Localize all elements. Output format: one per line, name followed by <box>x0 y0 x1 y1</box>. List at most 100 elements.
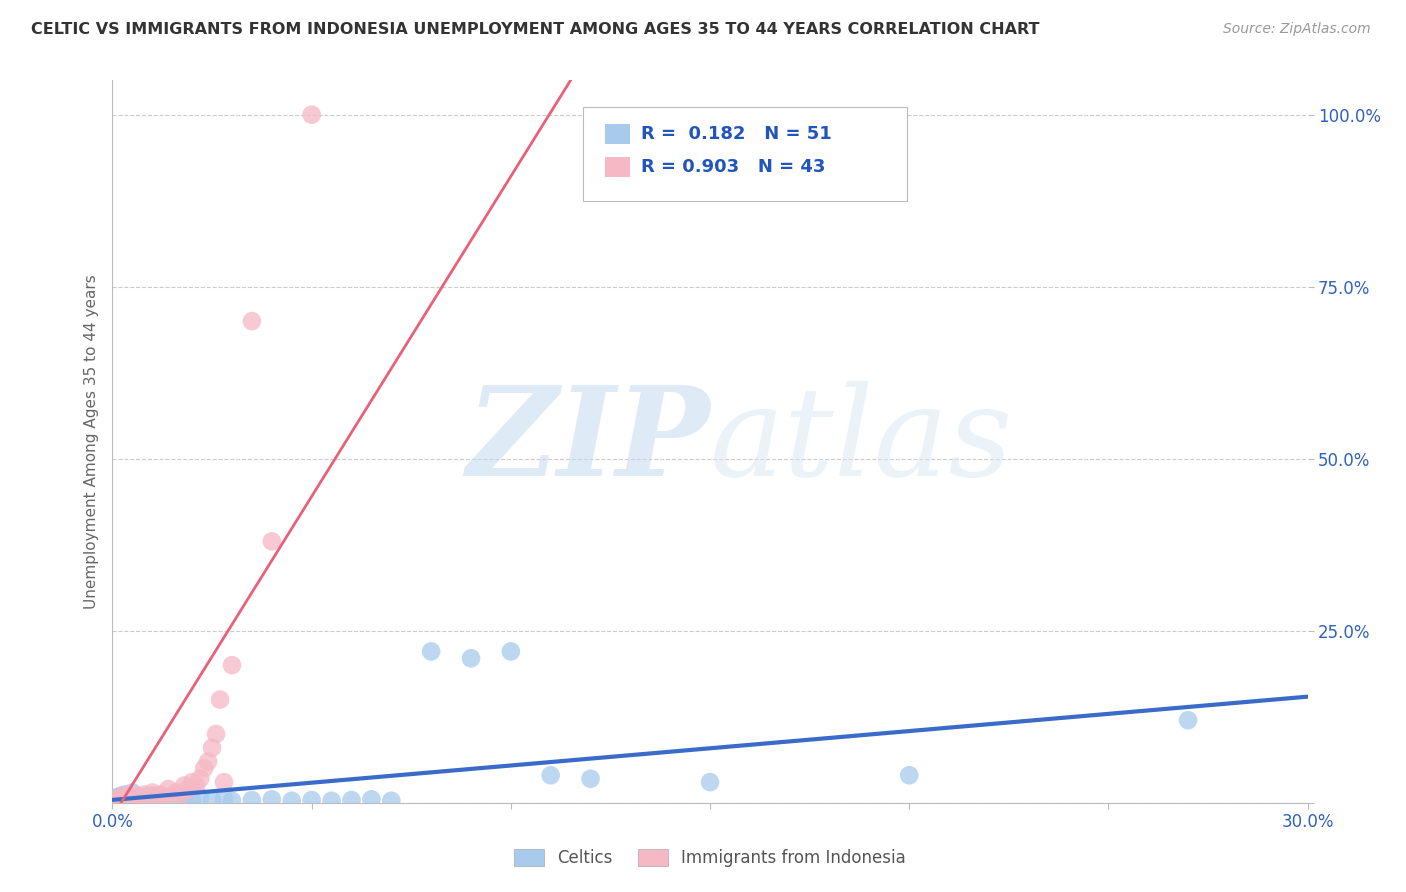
Point <box>165 785 187 799</box>
Point <box>114 793 135 807</box>
Point <box>101 794 124 808</box>
Text: atlas: atlas <box>710 381 1014 502</box>
Text: R =  0.182   N = 51: R = 0.182 N = 51 <box>641 125 832 143</box>
Point <box>117 793 139 807</box>
Y-axis label: Unemployment Among Ages 35 to 44 years: Unemployment Among Ages 35 to 44 years <box>83 274 98 609</box>
Point <box>125 792 148 806</box>
Legend: Celtics, Immigrants from Indonesia: Celtics, Immigrants from Indonesia <box>508 842 912 874</box>
Point <box>101 792 124 806</box>
Point <box>110 789 132 803</box>
Point <box>105 790 128 805</box>
Point <box>301 108 323 122</box>
Point <box>260 792 283 806</box>
Point <box>138 789 160 804</box>
Point <box>380 794 402 808</box>
Point <box>117 790 139 805</box>
Point <box>121 794 143 808</box>
Point <box>117 791 139 805</box>
Point <box>129 791 152 805</box>
Point <box>201 793 224 807</box>
Point <box>260 534 283 549</box>
Point <box>117 788 139 802</box>
Point <box>153 790 176 805</box>
Point <box>193 761 215 775</box>
Point <box>301 793 323 807</box>
Point <box>221 658 243 673</box>
Point <box>134 788 156 802</box>
Point <box>340 793 363 807</box>
Point <box>121 790 143 805</box>
Point <box>141 789 163 803</box>
Point <box>460 651 482 665</box>
Point <box>201 740 224 755</box>
Text: ZIP: ZIP <box>467 381 710 502</box>
Point <box>125 789 148 803</box>
Point <box>165 793 187 807</box>
Point <box>121 792 143 806</box>
Point <box>197 755 219 769</box>
Point <box>141 791 163 805</box>
Point <box>145 791 167 805</box>
Point <box>699 775 721 789</box>
Point <box>420 644 443 658</box>
Point <box>105 791 128 805</box>
Text: Source: ZipAtlas.com: Source: ZipAtlas.com <box>1223 22 1371 37</box>
Point <box>499 644 522 658</box>
Point <box>134 794 156 808</box>
Point <box>181 775 204 789</box>
Point <box>281 794 304 808</box>
Point <box>138 792 160 806</box>
Point <box>173 779 195 793</box>
Point <box>209 692 232 706</box>
Point <box>141 793 163 807</box>
Point <box>162 789 183 803</box>
Point <box>221 794 243 808</box>
Point <box>240 793 263 807</box>
Point <box>321 794 343 808</box>
Point <box>169 788 191 802</box>
Point <box>579 772 602 786</box>
Point <box>125 793 148 807</box>
Point <box>181 794 204 808</box>
Point <box>1177 713 1199 727</box>
Point <box>141 785 163 799</box>
Text: CELTIC VS IMMIGRANTS FROM INDONESIA UNEMPLOYMENT AMONG AGES 35 TO 44 YEARS CORRE: CELTIC VS IMMIGRANTS FROM INDONESIA UNEM… <box>31 22 1039 37</box>
Point <box>153 792 176 806</box>
Point <box>110 790 132 805</box>
Point <box>149 788 172 802</box>
Point <box>105 794 128 808</box>
Point <box>162 791 183 805</box>
Point <box>110 792 132 806</box>
Point <box>177 782 200 797</box>
Point <box>212 791 235 805</box>
Point <box>121 785 143 799</box>
Point <box>169 791 191 805</box>
Point <box>114 791 135 805</box>
Point <box>240 314 263 328</box>
Point <box>898 768 921 782</box>
Point <box>121 791 143 805</box>
Point <box>129 790 152 805</box>
Point <box>157 794 180 808</box>
Point <box>138 790 160 805</box>
Point <box>173 792 195 806</box>
Point <box>114 788 135 802</box>
Point <box>157 782 180 797</box>
Point <box>205 727 228 741</box>
Point <box>149 790 172 805</box>
Point <box>188 790 211 805</box>
Point <box>105 793 128 807</box>
Point <box>114 789 135 803</box>
Point <box>134 791 156 805</box>
Point <box>110 793 132 807</box>
Point <box>129 793 152 807</box>
Point <box>360 792 382 806</box>
Text: R = 0.903   N = 43: R = 0.903 N = 43 <box>641 158 825 176</box>
Point <box>145 789 167 803</box>
Point <box>186 779 208 793</box>
Point <box>134 792 156 806</box>
Point <box>125 789 148 803</box>
Point <box>212 775 235 789</box>
Point <box>129 790 152 805</box>
Point <box>188 772 211 786</box>
